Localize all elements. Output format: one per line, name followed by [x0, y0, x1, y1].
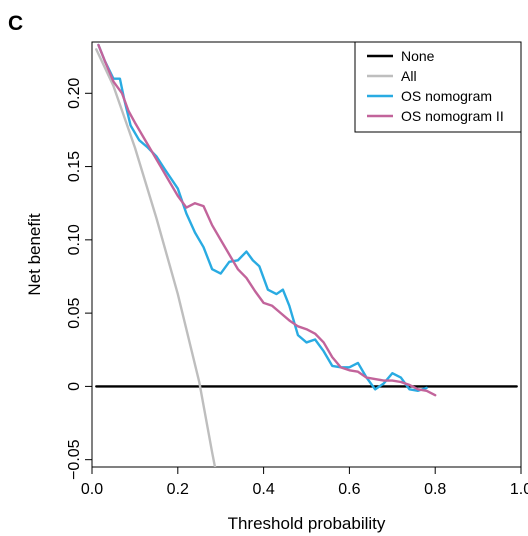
x-tick-label: 0.8	[424, 481, 446, 498]
series-layer	[95, 43, 518, 467]
x-tick-label: 0.6	[338, 481, 360, 498]
legend: None All OS nomogram OS nomogram II	[354, 41, 522, 133]
series-line-3	[97, 43, 437, 397]
legend-label: OS nomogram	[401, 88, 492, 104]
y-axis-label: Net benefit	[25, 213, 44, 295]
y-tick-label: 0.20	[66, 78, 83, 109]
y-tick-label: −0.05	[66, 439, 83, 480]
x-tick-label: 1.0	[510, 481, 528, 498]
y-tick-label: 0.10	[66, 224, 83, 255]
x-tick-label: 0.4	[252, 481, 274, 498]
x-axis-label: Threshold probability	[228, 514, 386, 533]
series-line-2	[97, 43, 428, 392]
legend-label: None	[401, 48, 435, 64]
y-tick-label: 0.15	[66, 151, 83, 182]
x-tick-label: 0.2	[167, 481, 189, 498]
legend-label: All	[401, 68, 417, 84]
y-axis: −0.05 0 0.05 0.10 0.15 0.20	[66, 78, 92, 480]
y-tick-label: 0.05	[66, 297, 83, 328]
panel-label: C	[8, 12, 23, 35]
y-tick-label: 0	[66, 382, 83, 391]
legend-label: OS nomogram II	[401, 108, 504, 124]
plot-frame	[91, 41, 522, 468]
x-tick-label: 0.0	[81, 481, 103, 498]
x-axis: 0.0 0.2 0.4 0.6 0.8 1.0	[81, 467, 528, 498]
series-line-1	[95, 48, 217, 467]
